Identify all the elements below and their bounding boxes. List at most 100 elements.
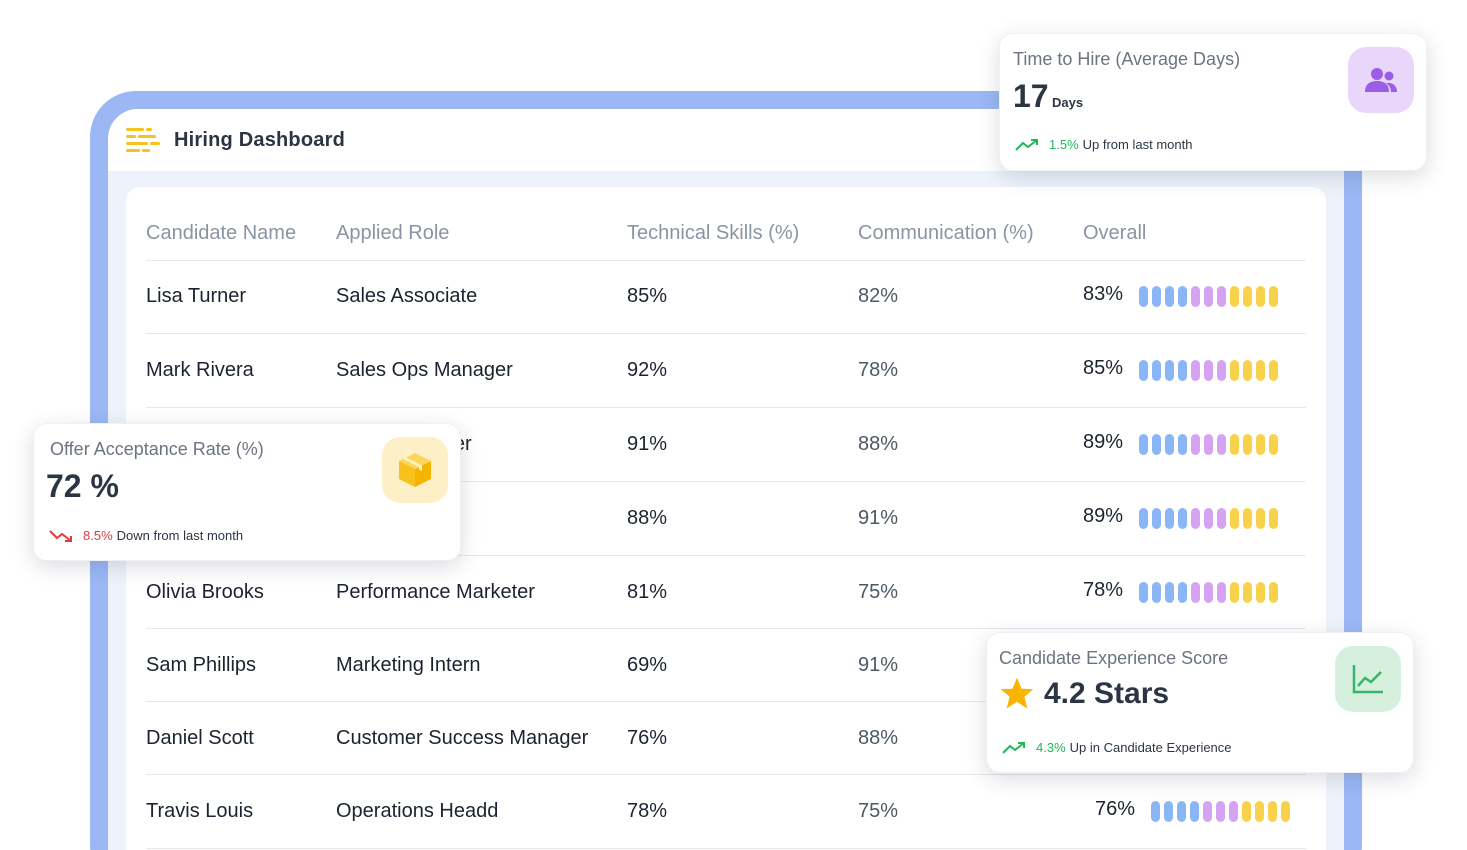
overall-bars bbox=[1139, 507, 1278, 529]
score-bar-segment bbox=[1217, 433, 1226, 455]
overall-cell: 89% bbox=[1083, 407, 1306, 482]
overall-score: 89% bbox=[1083, 504, 1124, 527]
technical-score: 81% bbox=[627, 555, 858, 630]
time-to-hire-card[interactable]: Time to Hire (Average Days) 17 Days 1.5%… bbox=[999, 33, 1427, 171]
score-bar-segment bbox=[1178, 581, 1187, 603]
score-bar-segment bbox=[1203, 800, 1212, 822]
score-bar-segment bbox=[1216, 800, 1225, 822]
table-row[interactable]: Travis Louis Operations Headd 78% 75% 76… bbox=[146, 774, 1306, 849]
score-bar-segment bbox=[1243, 286, 1252, 308]
overall-score: 89% bbox=[1083, 430, 1124, 453]
score-bar-segment bbox=[1217, 360, 1226, 382]
score-bar-segment bbox=[1230, 433, 1239, 455]
score-bar-segment bbox=[1255, 800, 1264, 822]
communication-score: 75% bbox=[858, 555, 1083, 630]
users-icon bbox=[1365, 68, 1397, 92]
score-bar-segment bbox=[1178, 360, 1187, 382]
candidate-experience-title: Candidate Experience Score bbox=[999, 648, 1229, 668]
score-bar-segment bbox=[1178, 433, 1187, 455]
technical-score: 78% bbox=[627, 774, 858, 849]
applied-role: Performance Marketer bbox=[336, 555, 627, 630]
score-bar-segment bbox=[1243, 360, 1252, 382]
trend-percent: 8.5% bbox=[83, 528, 113, 543]
technical-score: 76% bbox=[627, 701, 858, 776]
header-communication[interactable]: Communication (%) bbox=[858, 210, 1083, 261]
technical-score: 88% bbox=[627, 481, 858, 556]
score-bar-segment bbox=[1139, 581, 1148, 603]
score-bar-segment bbox=[1204, 360, 1213, 382]
trend-percent: 4.3% bbox=[1036, 740, 1066, 755]
score-bar-segment bbox=[1256, 286, 1265, 308]
candidate-name: Lisa Turner bbox=[146, 260, 336, 335]
line-chart-badge bbox=[1335, 646, 1401, 712]
overall-cell: 83% bbox=[1083, 260, 1306, 335]
table-row[interactable]: Olivia Brooks Performance Marketer 81% 7… bbox=[146, 555, 1306, 630]
header-applied-role[interactable]: Applied Role bbox=[336, 210, 627, 261]
candidate-experience-trend: 4.3% Up in Candidate Experience bbox=[1002, 740, 1232, 755]
score-bar-segment bbox=[1230, 507, 1239, 529]
applied-role: Marketing Intern bbox=[336, 628, 627, 703]
time-to-hire-value: 17 bbox=[1013, 78, 1049, 114]
score-bar-segment bbox=[1269, 360, 1278, 382]
communication-score: 91% bbox=[858, 481, 1083, 556]
score-bar-segment bbox=[1269, 507, 1278, 529]
communication-score: 75% bbox=[858, 774, 1083, 849]
overall-score: 85% bbox=[1083, 357, 1124, 380]
line-chart-icon bbox=[1352, 665, 1383, 694]
header-technical-skills[interactable]: Technical Skills (%) bbox=[627, 210, 858, 261]
communication-score: 88% bbox=[858, 407, 1083, 482]
score-bar-segment bbox=[1230, 286, 1239, 308]
communication-score: 78% bbox=[858, 333, 1083, 409]
score-bar-segment bbox=[1164, 800, 1173, 822]
score-bar-segment bbox=[1256, 360, 1265, 382]
score-bar-segment bbox=[1191, 360, 1200, 382]
score-bar-segment bbox=[1165, 581, 1174, 603]
overall-bars bbox=[1139, 286, 1278, 308]
offer-acceptance-trend: 8.5% Down from last month bbox=[49, 528, 243, 543]
table-row[interactable]: ccess Manager 91% 88% 89% bbox=[146, 407, 1306, 482]
star-icon bbox=[1000, 677, 1034, 709]
candidate-experience-card[interactable]: Candidate Experience Score 4.2 Stars 4.3… bbox=[986, 632, 1414, 773]
score-bar-segment bbox=[1217, 286, 1226, 308]
overall-cell: 76% bbox=[1083, 774, 1306, 849]
score-bar-segment bbox=[1165, 433, 1174, 455]
candidate-name: Mark Rivera bbox=[146, 333, 336, 409]
trend-percent: 1.5% bbox=[1049, 137, 1079, 152]
table-row[interactable]: Mark Rivera Sales Ops Manager 92% 78% 85… bbox=[146, 333, 1306, 409]
score-bar-segment bbox=[1230, 581, 1239, 603]
applied-role: Sales Ops Manager bbox=[336, 333, 627, 409]
score-bar-segment bbox=[1256, 581, 1265, 603]
score-bar-segment bbox=[1217, 507, 1226, 529]
score-bar-segment bbox=[1230, 360, 1239, 382]
table-row[interactable]: Lisa Turner Sales Associate 85% 82% 83% bbox=[146, 260, 1306, 335]
score-bar-segment bbox=[1229, 800, 1238, 822]
score-bar-segment bbox=[1204, 286, 1213, 308]
trend-down-icon bbox=[49, 529, 72, 542]
overall-score: 76% bbox=[1095, 797, 1136, 820]
header-overall[interactable]: Overall bbox=[1083, 210, 1306, 261]
score-bar-segment bbox=[1152, 286, 1161, 308]
box-icon bbox=[399, 453, 431, 487]
score-bar-segment bbox=[1256, 433, 1265, 455]
candidate-name: Sam Phillips bbox=[146, 628, 336, 703]
offer-acceptance-value: 72 % bbox=[46, 468, 119, 504]
score-bar-segment bbox=[1139, 507, 1148, 529]
score-bar-segment bbox=[1242, 800, 1251, 822]
score-bar-segment bbox=[1191, 433, 1200, 455]
overall-cell: 89% bbox=[1083, 481, 1306, 556]
overall-bars bbox=[1139, 581, 1278, 603]
offer-acceptance-card[interactable]: Offer Acceptance Rate (%) 72 % 8.5% Down… bbox=[33, 423, 461, 561]
technical-score: 91% bbox=[627, 407, 858, 482]
score-bar-segment bbox=[1217, 581, 1226, 603]
header-candidate-name[interactable]: Candidate Name bbox=[146, 210, 336, 261]
score-bar-segment bbox=[1269, 581, 1278, 603]
score-bar-segment bbox=[1151, 800, 1160, 822]
trend-text: Down from last month bbox=[116, 528, 244, 543]
technical-score: 92% bbox=[627, 333, 858, 409]
applied-role: Sales Associate bbox=[336, 260, 627, 335]
score-bar-segment bbox=[1281, 800, 1290, 822]
table-row[interactable]: Daniel Scott Customer Success Manager 76… bbox=[146, 701, 1306, 776]
trend-up-icon bbox=[1002, 741, 1025, 754]
communication-score: 82% bbox=[858, 260, 1083, 335]
score-bar-segment bbox=[1204, 433, 1213, 455]
